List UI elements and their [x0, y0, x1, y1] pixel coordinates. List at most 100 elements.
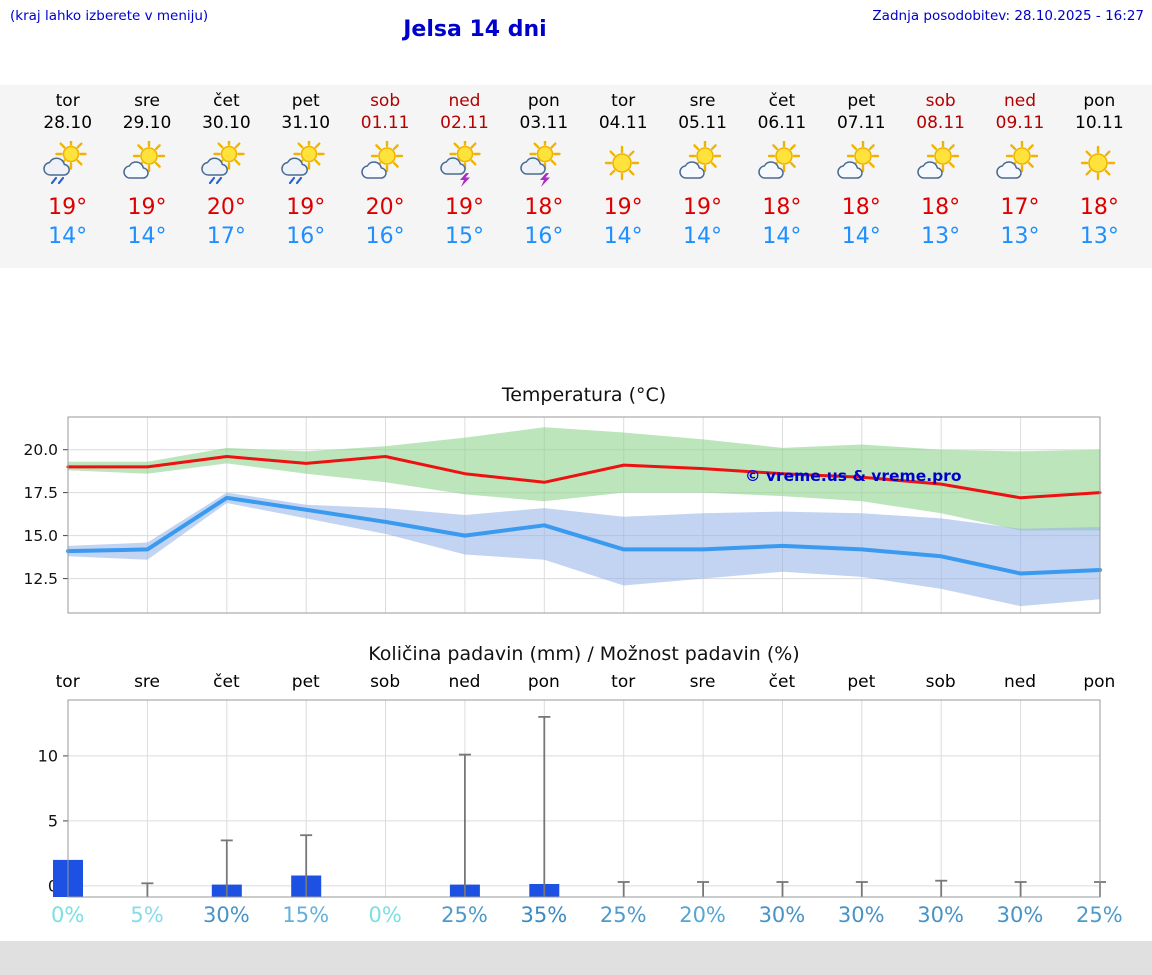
- sun-cloud-icon: [742, 134, 821, 191]
- temp-max: 19°: [683, 195, 723, 220]
- temp-max: 18°: [762, 195, 802, 220]
- precip-probability: 25%: [1076, 903, 1123, 927]
- temperature-chart-canvas: 12.5 15.0 17.5 20.0: [23, 416, 1102, 614]
- temp-min: 15°: [444, 224, 484, 249]
- precip-probability-row: 0% 5% 30% 15% 0% 25% 35% 25% 20% 30% 30% 30% 30% 25%: [28, 903, 1139, 927]
- temp-max: 17°: [1000, 195, 1040, 220]
- precip-day-label: ned: [1003, 672, 1036, 692]
- last-updated-label: Zadnja posodobitev: 28.10.2025 - 16:27: [872, 8, 1144, 24]
- day-date: 07.11: [836, 113, 886, 133]
- day-date: 02.11: [440, 113, 489, 133]
- forecast-day-column: tor 28.10 19° 14°: [28, 90, 107, 251]
- forecast-day-column: čet 30.10 20° 17°: [187, 90, 266, 251]
- temp-max: 19°: [603, 195, 643, 220]
- sun-cloud-storm-icon: [425, 134, 504, 191]
- forecast-strip-days: tor 28.10 19° 14° sre 29.10 19° 14° čet 30…: [28, 90, 1139, 251]
- day-name: čet: [213, 91, 240, 111]
- sun-cloud-icon: [663, 134, 742, 191]
- day-name: sre: [134, 91, 160, 111]
- precip-probability: 25%: [599, 903, 647, 927]
- precip-day-label: pet: [847, 672, 876, 692]
- temp-min: 13°: [921, 224, 961, 249]
- temp-max: 20°: [365, 195, 405, 220]
- day-name: pon: [1083, 91, 1116, 111]
- svg-text:12.5: 12.5: [23, 570, 58, 588]
- sun-icon: [584, 134, 663, 191]
- precip-probability: 25%: [441, 903, 488, 927]
- day-name: sob: [925, 91, 956, 111]
- precip-probability: 0%: [368, 903, 402, 927]
- svg-text:0: 0: [48, 876, 58, 895]
- sun-cloud-icon: [345, 134, 424, 191]
- svg-text:15.0: 15.0: [23, 527, 58, 545]
- forecast-day-column: pon 03.11 18° 16°: [504, 90, 583, 251]
- precip-day-label: sre: [689, 672, 716, 692]
- temp-min: 16°: [365, 224, 405, 249]
- forecast-day-column: sob 08.11 18° 13°: [901, 90, 980, 251]
- day-date: 31.10: [281, 113, 331, 133]
- precip-day-label: pon: [1083, 672, 1116, 692]
- precip-day-label: tor: [55, 672, 80, 692]
- day-date: 10.11: [1075, 113, 1124, 133]
- watermark-label: © vreme.us & vreme.pro: [745, 467, 962, 485]
- forecast-day-column: ned 09.11 17° 13°: [980, 90, 1059, 251]
- precip-day-label: čet: [768, 672, 796, 692]
- day-date: 04.11: [598, 113, 648, 133]
- day-name: pet: [291, 91, 320, 111]
- temp-max: 19°: [444, 195, 484, 220]
- temp-min: 13°: [1000, 224, 1040, 249]
- day-date: 30.10: [202, 113, 251, 133]
- temperature-chart-title: Temperatura (°C): [501, 384, 667, 406]
- day-name: tor: [55, 91, 80, 111]
- precip-day-labels: tor sre čet pet sob ned pon tor sre čet pet sob ned p…: [28, 672, 1139, 692]
- temp-max: 18°: [1079, 195, 1119, 220]
- sun-cloud-icon: [901, 134, 980, 191]
- sun-cloud-icon: [107, 134, 186, 191]
- svg-text:17.5: 17.5: [23, 484, 58, 502]
- day-date: 01.11: [360, 113, 410, 133]
- sun-cloud-icon: [822, 134, 901, 191]
- forecast-day-column: sob 01.11 20° 16°: [345, 90, 424, 251]
- forecast-day-column: sre 05.11 19° 14°: [663, 90, 742, 251]
- precip-probability: 30%: [203, 903, 250, 927]
- precip-probability: 30%: [837, 903, 885, 927]
- temp-min: 14°: [127, 224, 167, 249]
- temp-max: 18°: [841, 195, 881, 220]
- day-name: pon: [527, 91, 560, 111]
- temp-min: 14°: [48, 224, 88, 249]
- precip-day-label: tor: [611, 672, 636, 692]
- sun-cloud-storm-icon: [504, 134, 583, 191]
- temp-min: 16°: [524, 224, 564, 249]
- temp-min: 14°: [683, 224, 723, 249]
- day-date: 05.11: [678, 113, 727, 133]
- forecast-day-column: pon 10.11 18° 13°: [1060, 90, 1139, 251]
- temp-min: 17°: [206, 224, 246, 249]
- sun-cloud-rain-icon: [28, 134, 107, 191]
- sun-cloud-rain-icon: [187, 134, 266, 191]
- precip-day-label: sob: [925, 672, 956, 692]
- day-date: 03.11: [519, 113, 569, 133]
- temp-max: 19°: [48, 195, 88, 220]
- precip-day-label: pon: [527, 672, 560, 692]
- footer-bar: [0, 941, 1152, 975]
- svg-text:10: 10: [38, 746, 58, 765]
- precip-day-label: sob: [370, 672, 401, 692]
- day-date: 09.11: [995, 113, 1045, 133]
- day-date: 08.11: [916, 113, 965, 133]
- day-name: čet: [768, 91, 796, 111]
- forecast-strip: tor 28.10 19° 14° sre 29.10 19° 14° čet 30…: [0, 85, 1152, 268]
- svg-text:5: 5: [48, 811, 58, 830]
- precip-day-label: ned: [448, 672, 481, 692]
- precip-probability: 30%: [758, 903, 806, 927]
- day-name: sob: [370, 91, 401, 111]
- forecast-day-column: tor 04.11 19° 14°: [584, 90, 663, 251]
- day-name: ned: [1003, 91, 1036, 111]
- precip-probability: 15%: [282, 903, 330, 927]
- temp-min: 14°: [762, 224, 802, 249]
- precipitation-chart: 0 5 10: [0, 696, 1152, 902]
- precip-day-label: pet: [291, 672, 320, 692]
- day-date: 06.11: [757, 113, 807, 133]
- temp-min: 14°: [603, 224, 643, 249]
- day-name: sre: [689, 91, 716, 111]
- day-name: pet: [847, 91, 876, 111]
